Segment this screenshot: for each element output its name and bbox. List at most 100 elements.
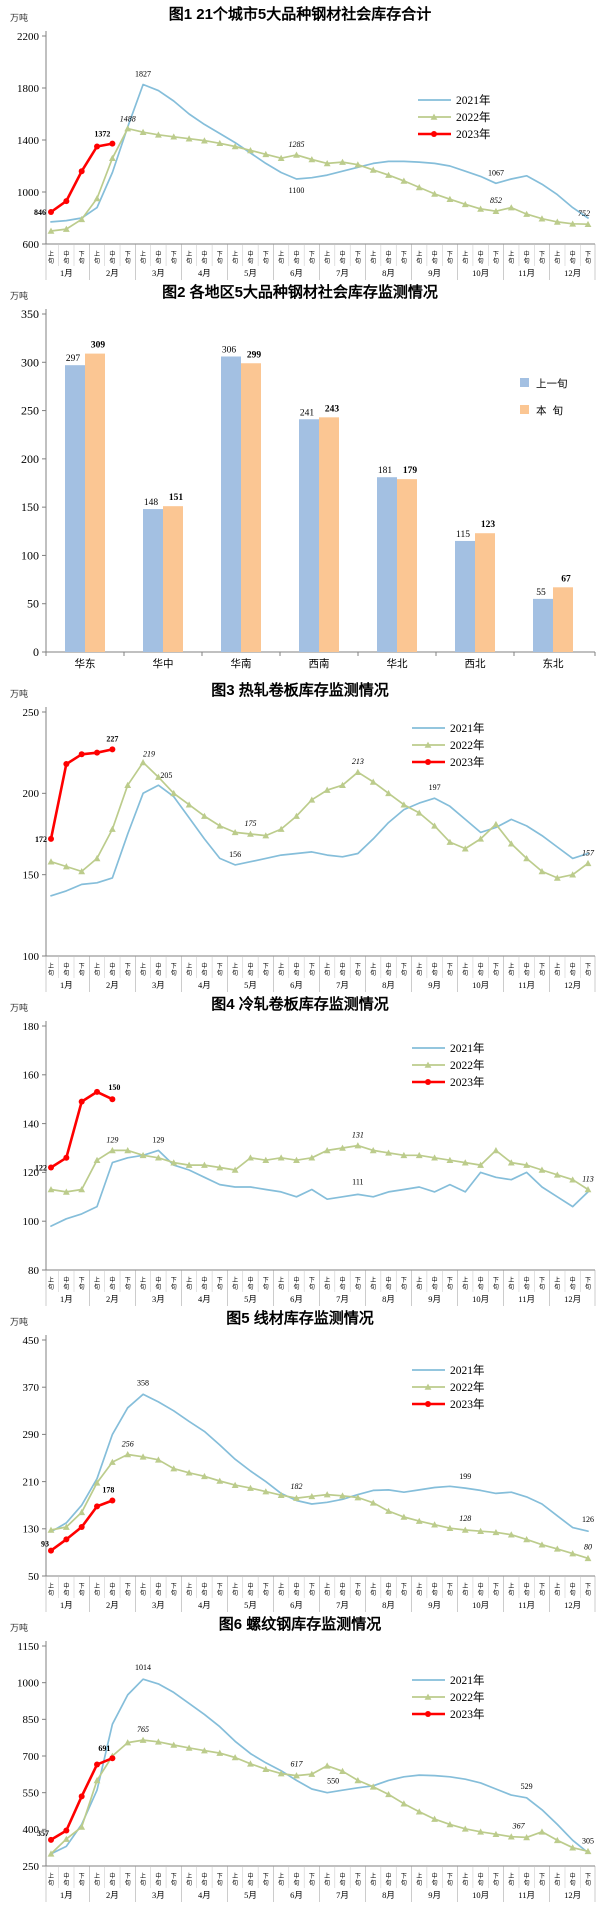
period-label: 下 (125, 1873, 131, 1880)
bar-prev-西南 (299, 419, 319, 652)
period-label: 上 (232, 1276, 238, 1284)
legend-swatch (520, 378, 529, 387)
period-label: 中 (155, 250, 161, 258)
period-label: 旬 (247, 1879, 253, 1887)
month-label: 5月 (244, 268, 257, 278)
period-label: 旬 (125, 257, 131, 265)
figure6-header: 万吨 图6 螺纹钢库存监测情况 (0, 1614, 600, 1636)
period-label: 旬 (125, 1879, 131, 1887)
month-label: 11月 (518, 1890, 535, 1900)
period-label: 下 (217, 1277, 223, 1284)
period-label: 旬 (493, 969, 499, 977)
y-tick-label: 200 (23, 788, 40, 800)
data-label: 151 (169, 493, 184, 503)
period-label: 旬 (524, 1589, 530, 1597)
series-2023年 (48, 140, 116, 216)
period-label: 旬 (478, 1589, 484, 1597)
period-label: 上 (554, 1872, 560, 1880)
period-label: 下 (401, 1277, 407, 1284)
period-label: 上 (48, 250, 54, 258)
period-label: 中 (247, 1582, 253, 1590)
period-label: 旬 (355, 257, 361, 265)
period-label: 旬 (48, 1879, 54, 1887)
period-label: 下 (493, 1873, 499, 1880)
period-label: 旬 (570, 1589, 576, 1597)
period-label: 旬 (554, 1879, 560, 1887)
period-label: 下 (539, 1873, 545, 1880)
data-label: 241 (300, 408, 315, 418)
figure2: 万吨 图2 各地区5大品种钢材社会库存监测情况 0 50 100 150 200 250 3… (0, 282, 600, 680)
period-label: 中 (570, 1276, 576, 1284)
month-label: 3月 (152, 1600, 165, 1610)
period-label: 上 (48, 962, 54, 970)
period-label: 中 (524, 1276, 530, 1284)
x-axis-labels: 上旬中旬下旬上旬中旬下旬上旬中旬下旬上旬中旬下旬上旬中旬下旬上旬中旬下旬上旬中旬… (45, 1866, 596, 1902)
period-label: 下 (539, 1277, 545, 1284)
period-label: 旬 (201, 969, 207, 977)
axes: 600 1000 1400 1800 2200 (17, 31, 595, 251)
data-label: 1488 (120, 115, 136, 124)
period-label: 旬 (309, 1879, 315, 1887)
period-label: 上 (186, 962, 192, 970)
figure4-line-chart: 80100120140160180上旬中旬下旬上旬中旬下旬上旬中旬下旬上旬中旬下… (23, 1021, 596, 1306)
period-label: 旬 (401, 1879, 407, 1887)
period-label: 旬 (109, 1879, 115, 1887)
period-label: 旬 (508, 1589, 514, 1597)
period-label: 旬 (585, 969, 591, 977)
month-label: 2月 (106, 1890, 119, 1900)
month-label: 12月 (564, 268, 581, 278)
period-label: 旬 (554, 969, 560, 977)
period-label: 上 (140, 250, 146, 258)
figure3-header: 万吨 图3 热轧卷板库存监测情况 (0, 680, 600, 702)
period-label: 上 (508, 1276, 514, 1284)
legend: 2021年 2022年 2023年 (412, 721, 485, 769)
month-label: 8月 (382, 980, 395, 990)
month-label: 12月 (564, 980, 581, 990)
figure2-header: 万吨 图2 各地区5大品种钢材社会库存监测情况 (0, 282, 600, 304)
bar-curr-华中 (163, 506, 183, 652)
period-label: 下 (79, 1277, 85, 1284)
period-label: 旬 (278, 1283, 284, 1291)
period-label: 旬 (355, 1283, 361, 1291)
figure2-title: 图2 各地区5大品种钢材社会库存监测情况 (162, 284, 438, 301)
period-label: 旬 (539, 257, 545, 265)
legend-label: 2021年 (450, 1041, 485, 1055)
period-label: 上 (94, 1872, 100, 1880)
period-label: 旬 (570, 969, 576, 977)
period-label: 上 (140, 1276, 146, 1284)
period-label: 中 (63, 1276, 69, 1284)
period-label: 上 (416, 962, 422, 970)
month-label: 8月 (382, 1294, 395, 1304)
legend-label: 2021年 (450, 721, 485, 735)
data-label: 80 (584, 1542, 592, 1551)
figure1: 万吨 图1 21个城市5大品种钢材社会库存合计 600 1000 1400 1800 2… (0, 4, 600, 282)
month-label: 7月 (336, 268, 349, 278)
period-label: 旬 (125, 1283, 131, 1291)
period-label: 下 (171, 251, 177, 258)
month-label: 2月 (106, 1294, 119, 1304)
data-labels: 357 691 1014 765 617 550 529 367 305 (37, 1663, 594, 1845)
data-label: 129 (152, 1135, 164, 1144)
data-label: 157 (582, 848, 595, 857)
month-label: 10月 (472, 1890, 489, 1900)
period-label: 旬 (217, 969, 223, 977)
month-label: 3月 (152, 268, 165, 278)
data-label: 219 (143, 749, 155, 758)
period-label: 下 (309, 1873, 315, 1880)
month-label: 2月 (106, 1600, 119, 1610)
y-tick-label: 250 (21, 404, 39, 418)
period-label: 旬 (155, 1879, 161, 1887)
period-label: 旬 (171, 1283, 177, 1291)
figure5-header: 万吨 图5 线材库存监测情况 (0, 1308, 600, 1330)
period-label: 旬 (79, 1283, 85, 1291)
period-label: 中 (201, 1582, 207, 1590)
data-labels: 93 178 358 256 182 199 128 126 80 (41, 1378, 594, 1551)
period-label: 上 (278, 1582, 284, 1590)
period-label: 旬 (293, 257, 299, 265)
period-label: 下 (355, 251, 361, 258)
figure5-unit-label: 万吨 (10, 1317, 29, 1327)
period-label: 上 (462, 1872, 468, 1880)
period-label: 旬 (340, 969, 346, 977)
period-label: 上 (278, 1276, 284, 1284)
period-label: 中 (340, 1582, 346, 1590)
